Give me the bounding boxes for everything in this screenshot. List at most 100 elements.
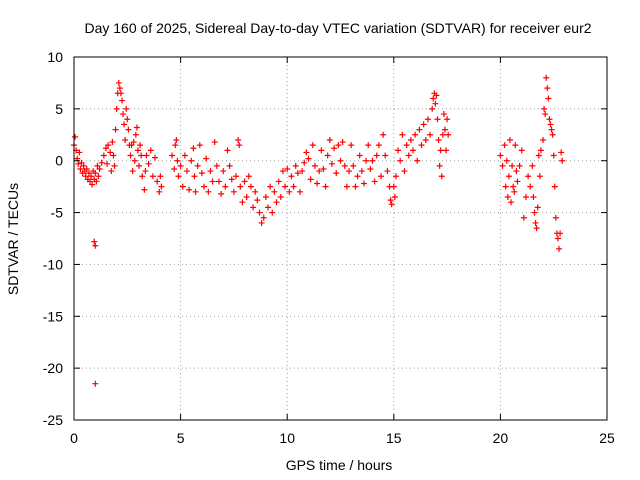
data-point (518, 147, 525, 154)
data-point (543, 74, 550, 81)
data-point (335, 142, 342, 149)
data-point (139, 173, 146, 180)
data-point (346, 168, 353, 175)
data-point (228, 176, 235, 183)
data-point (88, 173, 95, 180)
data-point (72, 133, 79, 140)
data-point (531, 209, 538, 216)
data-point (418, 142, 425, 149)
data-point (416, 126, 423, 133)
data-point (85, 170, 92, 177)
grid-lines (74, 57, 607, 420)
data-point (513, 168, 520, 175)
data-point (409, 147, 416, 154)
chart-title: Day 160 of 2025, Sidereal Day-to-day VTE… (84, 20, 591, 36)
data-point (445, 131, 452, 138)
data-point (98, 159, 105, 166)
data-point (226, 162, 233, 169)
data-point (405, 152, 412, 159)
data-point (286, 188, 293, 195)
data-point (436, 162, 443, 169)
data-point (316, 168, 323, 175)
data-point (108, 168, 115, 175)
data-point (505, 173, 512, 180)
data-point (320, 166, 327, 173)
data-point (556, 245, 563, 252)
data-point (110, 152, 117, 159)
data-point (111, 162, 118, 169)
data-point (124, 116, 131, 123)
data-point (92, 380, 99, 387)
data-point (133, 124, 140, 131)
data-point (384, 168, 391, 175)
data-point (91, 238, 98, 245)
data-point (438, 173, 445, 180)
data-point (188, 157, 195, 164)
y-tick-label: -15 (43, 308, 63, 324)
data-point (116, 85, 123, 92)
data-point (399, 131, 406, 138)
data-point (121, 121, 128, 128)
data-point (186, 186, 193, 193)
data-point (303, 149, 310, 156)
data-point (549, 131, 556, 138)
data-point (82, 173, 89, 180)
data-point (128, 142, 135, 149)
data-point (215, 178, 222, 185)
data-point (506, 136, 513, 143)
data-point (545, 95, 552, 102)
data-point (271, 188, 278, 195)
data-point (339, 139, 346, 146)
data-point (307, 176, 314, 183)
data-point (434, 116, 441, 123)
data-point (76, 149, 83, 156)
x-tick-label: 15 (386, 430, 402, 446)
data-point (512, 142, 519, 149)
data-point (380, 131, 387, 138)
data-point (267, 183, 274, 190)
data-point (395, 147, 402, 154)
data-point (154, 178, 161, 185)
data-point (94, 162, 101, 169)
data-point (503, 157, 510, 164)
data-point (401, 168, 408, 175)
data-point (218, 190, 225, 197)
data-point (125, 126, 132, 133)
data-point (542, 111, 549, 118)
data-point (443, 147, 450, 154)
x-tick-label: 25 (599, 430, 615, 446)
data-point (391, 194, 398, 201)
data-point (262, 194, 269, 201)
data-point (328, 160, 335, 167)
data-point (371, 178, 378, 185)
data-point (333, 170, 340, 177)
data-point (92, 242, 99, 249)
data-point (104, 160, 111, 167)
plot-frame (73, 56, 608, 421)
data-point (299, 168, 306, 175)
data-point (301, 159, 308, 166)
data-point (175, 173, 182, 180)
data-point (260, 214, 267, 221)
data-point (360, 180, 367, 187)
data-point (92, 170, 99, 177)
data-point (93, 178, 100, 185)
data-point (138, 152, 145, 159)
data-point (237, 183, 244, 190)
data-point (245, 173, 252, 180)
data-point (233, 173, 240, 180)
data-point (435, 136, 442, 143)
data-point (112, 126, 119, 133)
data-points (71, 74, 566, 387)
data-point (191, 173, 198, 180)
data-point (147, 147, 154, 154)
data-point (198, 170, 205, 177)
data-point (213, 162, 220, 169)
data-point (501, 142, 508, 149)
data-point (134, 147, 141, 154)
data-point (250, 204, 257, 211)
data-point (123, 105, 130, 112)
data-point (540, 136, 547, 143)
data-point (100, 152, 107, 159)
data-point (158, 183, 165, 190)
